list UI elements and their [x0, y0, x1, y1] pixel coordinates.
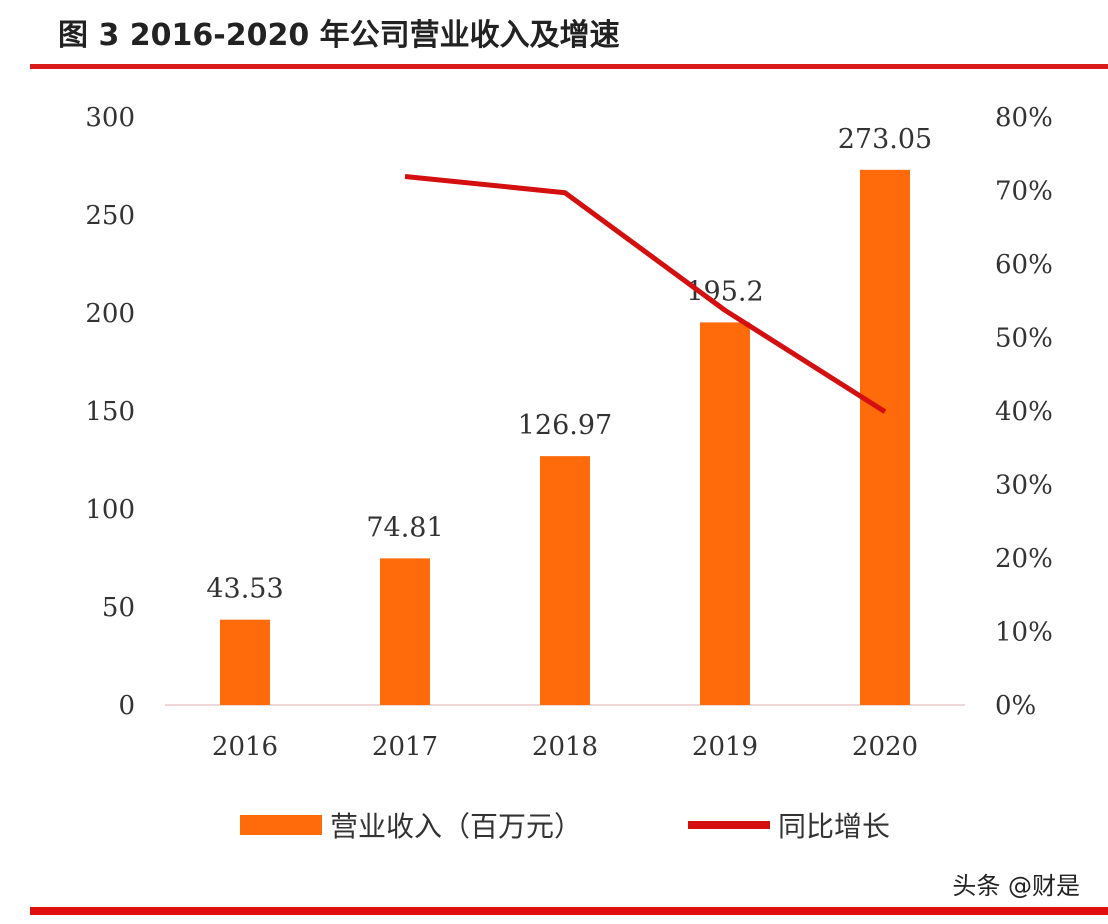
legend-item-revenue: 营业收入（百万元） — [240, 805, 582, 845]
y2-tick-label: 40% — [995, 397, 1053, 427]
y-tick-label: 100 — [85, 495, 135, 525]
data-label: 43.53 — [206, 574, 283, 605]
title-divider — [30, 64, 1108, 69]
y-tick-label: 50 — [102, 593, 135, 623]
legend-item-growth: 同比增长 — [688, 805, 890, 845]
legend-label-growth: 同比增长 — [778, 810, 891, 843]
y2-tick-label: 50% — [995, 324, 1053, 354]
bar-2016 — [220, 619, 270, 705]
x-tick-label: 2016 — [212, 732, 278, 762]
legend-swatch-bar — [240, 815, 322, 835]
y-tick-label: 300 — [85, 103, 135, 133]
data-label: 74.81 — [366, 512, 443, 543]
bar-2020 — [860, 169, 910, 705]
y2-tick-label: 20% — [995, 544, 1053, 574]
y2-tick-label: 30% — [995, 471, 1053, 501]
data-label: 126.97 — [518, 410, 612, 441]
legend-label-revenue: 营业收入（百万元） — [330, 810, 583, 843]
y-tick-label: 0 — [118, 691, 135, 721]
y2-tick-label: 60% — [995, 250, 1053, 280]
legend-swatch-line — [688, 821, 770, 829]
x-tick-label: 2019 — [692, 732, 758, 762]
watermark: 头条 @财是 — [952, 872, 1080, 900]
x-tick-label: 2020 — [852, 732, 918, 762]
y2-tick-label: 70% — [995, 177, 1053, 207]
bottom-divider — [30, 907, 1108, 915]
y-tick-label: 200 — [85, 299, 135, 329]
x-tick-label: 2018 — [532, 732, 598, 762]
y-tick-label: 250 — [85, 201, 135, 231]
y2-tick-label: 10% — [995, 618, 1053, 648]
bar-2017 — [380, 558, 430, 705]
y2-tick-label: 0% — [995, 691, 1036, 721]
data-label: 273.05 — [838, 124, 932, 155]
y-tick-label: 150 — [85, 397, 135, 427]
bar-2019 — [700, 322, 750, 705]
growth-line — [404, 174, 887, 414]
x-tick-label: 2017 — [372, 732, 438, 762]
y2-tick-label: 80% — [995, 103, 1053, 133]
chart-title: 图 3 2016-2020 年公司营业收入及增速 — [58, 18, 620, 53]
bar-2018 — [540, 456, 590, 705]
